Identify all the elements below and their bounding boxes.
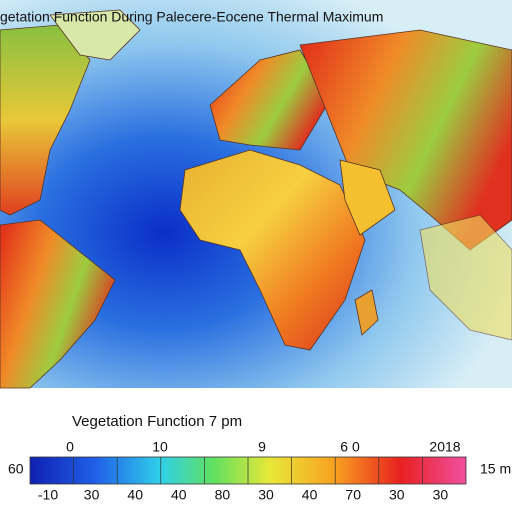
colorbar-bottom-label: 30 xyxy=(433,487,449,503)
colorbar-top-label: 6 0 xyxy=(340,439,360,455)
colorbar-bottom-label: 80 xyxy=(215,487,231,503)
colorbar-bottom-label: 70 xyxy=(345,487,361,503)
africa xyxy=(179,149,366,351)
colorbar-bottom-label: 40 xyxy=(302,487,318,503)
colorbar-bottom-label: 30 xyxy=(389,487,405,503)
map-title: getation Function During Palecere-Eocene… xyxy=(0,9,383,25)
colorbar-bottom-label: 30 xyxy=(258,487,274,503)
colorbar-bottom-label: 40 xyxy=(171,487,187,503)
indian-shelf xyxy=(419,214,512,341)
greenland xyxy=(49,9,141,61)
colorbar-bottom-label: 30 xyxy=(84,487,100,503)
arabia xyxy=(339,159,396,236)
landmasses xyxy=(0,9,512,389)
south-america xyxy=(0,219,116,389)
colorbar-top-label: 10 xyxy=(152,439,168,455)
madagascar xyxy=(354,289,379,336)
europe xyxy=(209,49,331,151)
colorbar-left-label: 60 xyxy=(8,461,24,477)
colorbar-bottom-label: 40 xyxy=(127,487,143,503)
colorbar-top-label: 0 xyxy=(66,439,74,455)
colorbar-top-label: 9 xyxy=(258,439,266,455)
colorbar-right-label: 15 m xyxy=(480,461,511,477)
legend-label: Vegetation Function 7 pm xyxy=(72,413,242,430)
colorbar-top-label: 2018 xyxy=(429,439,460,455)
colorbar-bottom-label: -10 xyxy=(38,487,58,503)
